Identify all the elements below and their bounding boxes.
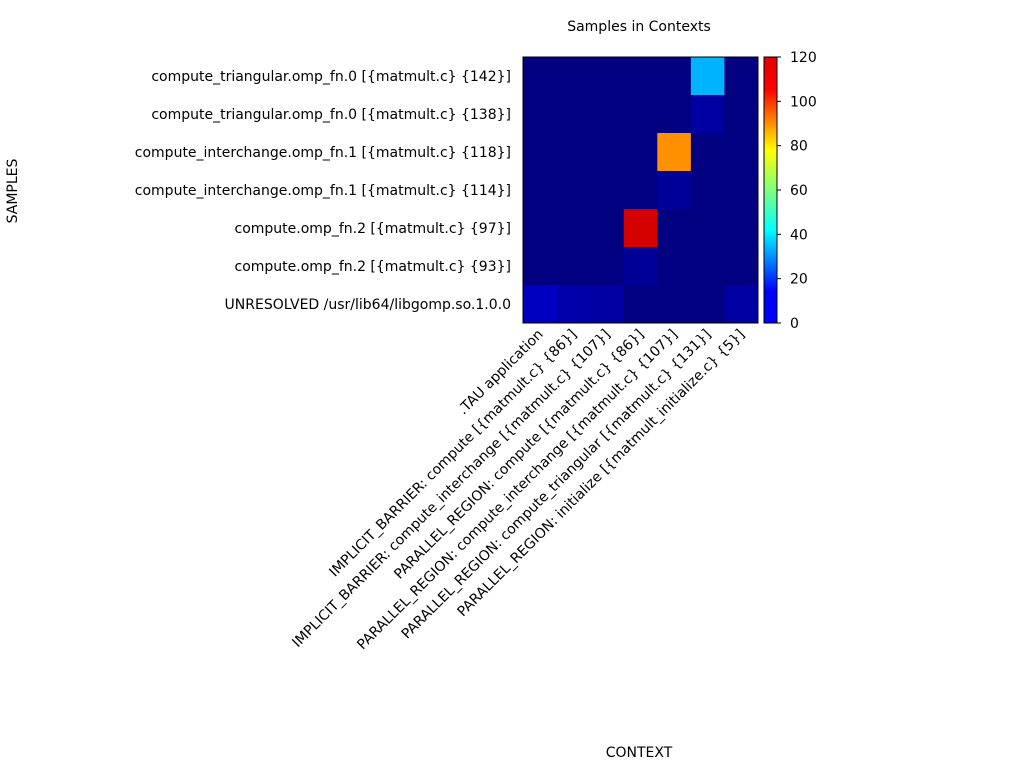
heatmap-cells [523,57,759,324]
y-tick-label: UNRESOLVED /usr/lib64/libgomp.so.1.0.0 [225,297,511,313]
chart-title: Samples in Contexts [567,19,711,35]
heatmap-cell [724,285,759,324]
heatmap-cell [523,95,558,134]
heatmap-cell [590,209,625,248]
y-tick-label: compute_triangular.omp_fn.0 [{matmult.c}… [151,107,511,123]
x-tick-label: IMPLICIT_BARRIER: compute_interchange [{… [289,327,613,651]
y-tick-labels: compute_triangular.omp_fn.0 [{matmult.c}… [135,69,511,313]
colorbar [763,56,778,324]
colorbar-tick-label: 60 [790,183,808,199]
heatmap-cell [657,57,692,96]
heatmap-cell [623,95,658,134]
colorbar-tick-label: 120 [790,50,817,66]
heatmap-cell [724,57,759,96]
heatmap-cell [623,285,658,324]
heatmap-cell [724,95,759,134]
plot-frame [522,56,759,324]
heatmap-cell [523,171,558,210]
heatmap-cell [623,57,658,96]
heatmap-cell [556,95,591,134]
colorbar-ticks: 0 20 40 60 80 100 120 [777,50,817,332]
colorbar-tick-label: 100 [790,94,817,110]
heatmap-cell [690,285,725,324]
heatmap-cell [556,247,591,286]
heatmap-cell [690,209,725,248]
heatmap-cell [523,209,558,248]
heatmap-cell [590,95,625,134]
y-tick-label: compute.omp_fn.2 [{matmult.c} {93}] [235,259,511,275]
y-axis-label: SAMPLES [5,159,21,224]
heatmap-cell [657,95,692,134]
colorbar-tick-label: 80 [790,139,808,155]
colorbar-tick-label: 20 [790,272,808,288]
heatmap-cell [690,133,725,172]
heatmap-cell [590,57,625,96]
heatmap-cell [657,285,692,324]
heatmap-cell [590,133,625,172]
y-tick-label: compute_interchange.omp_fn.1 [{matmult.c… [135,145,511,161]
y-tick-label: compute_interchange.omp_fn.1 [{matmult.c… [135,183,511,199]
heatmap-cell [556,209,591,248]
heatmap-cell [657,209,692,248]
heatmap-cell [690,95,725,134]
heatmap-cell [690,171,725,210]
heatmap-cell [623,247,658,286]
heatmap-cell [623,209,658,248]
heatmap-cell [623,133,658,172]
heatmap-cell [556,171,591,210]
heatmap-cell [724,133,759,172]
heatmap-cell [657,133,692,172]
heatmap-cell [556,133,591,172]
heatmap-cell [590,247,625,286]
heatmap-cell [690,57,725,96]
heatmap-cell [623,171,658,210]
y-tick-label: compute_triangular.omp_fn.0 [{matmult.c}… [151,69,511,85]
heatmap-cell [523,247,558,286]
heatmap-cell [590,285,625,324]
heatmap-cell [523,57,558,96]
heatmap-cell [556,57,591,96]
x-axis-label: CONTEXT [606,745,673,761]
heatmap-cell [724,171,759,210]
heatmap-cell [690,247,725,286]
colorbar-tick-label: 0 [790,316,799,332]
heatmap-cell [523,285,558,324]
heatmap-cell [657,171,692,210]
x-tick-label: PARALLEL_REGION: compute_interchange [{m… [354,327,681,654]
heatmap-cell [724,247,759,286]
heatmap-cell [523,133,558,172]
heatmap-cell [556,285,591,324]
heatmap-cell [724,209,759,248]
heatmap-cell [590,171,625,210]
y-tick-label: compute.omp_fn.2 [{matmult.c} {97}] [235,221,511,237]
heatmap-cell [657,247,692,286]
colorbar-tick-label: 40 [790,227,808,243]
